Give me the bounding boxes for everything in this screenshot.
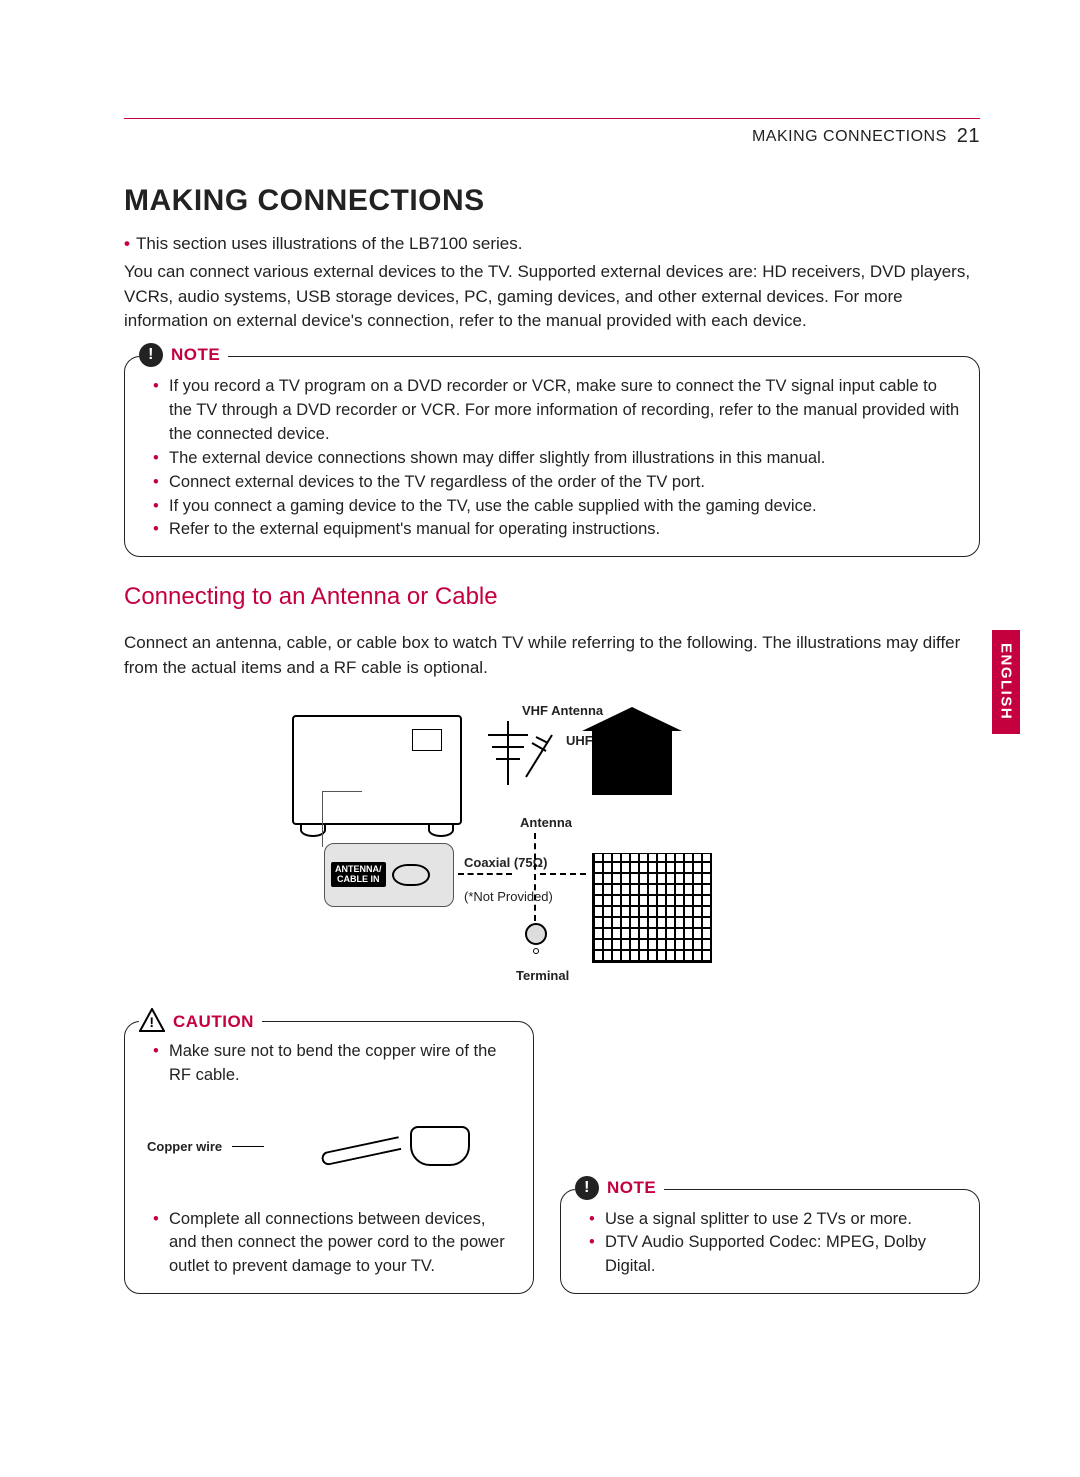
caution-callout: ! CAUTION Make sure not to bend the copp… [124, 1021, 534, 1295]
page-number: 21 [957, 125, 980, 148]
note-item: Connect external devices to the TV regar… [161, 471, 961, 495]
caution-item: Make sure not to bend the copper wire of… [161, 1040, 515, 1088]
dashed-line [540, 873, 586, 875]
note-item: Use a signal splitter to use 2 TVs or mo… [597, 1208, 961, 1232]
info-icon: ! [139, 343, 163, 367]
lower-callouts-row: ! CAUTION Make sure not to bend the copp… [124, 1021, 980, 1321]
copper-wire-label: Copper wire [147, 1139, 222, 1154]
note-title: ! NOTE [575, 1176, 664, 1200]
note-callout-2: ! NOTE Use a signal splitter to use 2 TV… [560, 1189, 980, 1295]
note-callout-1: ! NOTE If you record a TV program on a D… [124, 356, 980, 557]
section-heading: Connecting to an Antenna or Cable [124, 583, 980, 611]
copper-wire-figure: Copper wire [147, 1096, 515, 1198]
callout-lead-line [322, 791, 362, 847]
note-item: If you record a TV program on a DVD reco… [161, 375, 961, 447]
port-plug-icon [392, 864, 430, 886]
tv-back-illustration [292, 715, 462, 825]
antenna-port-callout: ANTENNA/CABLE IN [324, 843, 454, 907]
info-icon: ! [575, 1176, 599, 1200]
note-item: The external device connections shown ma… [161, 447, 961, 471]
antenna-icon [486, 717, 556, 787]
terminal-icon [524, 923, 548, 963]
intro-paragraph: You can connect various external devices… [124, 260, 980, 334]
note-item: DTV Audio Supported Codec: MPEG, Dolby D… [597, 1231, 961, 1279]
note-item: Refer to the external equipment's manual… [161, 518, 961, 542]
running-header: MAKING CONNECTIONS 21 [124, 118, 980, 148]
dashed-line [534, 833, 536, 921]
building-icon [592, 853, 712, 963]
rf-connector-icon [320, 1102, 470, 1188]
page-title: MAKING CONNECTIONS [124, 184, 980, 218]
header-section: MAKING CONNECTIONS [752, 128, 947, 146]
manual-page: MAKING CONNECTIONS 21 MAKING CONNECTIONS… [0, 0, 1080, 1477]
section-paragraph: Connect an antenna, cable, or cable box … [124, 631, 980, 680]
not-provided-label: (*Not Provided) [464, 889, 553, 904]
svg-text:!: ! [149, 1014, 154, 1030]
antenna-label: Antenna [520, 815, 572, 830]
dashed-line [458, 873, 512, 875]
lead-bullet: •This section uses illustrations of the … [124, 234, 980, 254]
house-icon [592, 729, 672, 795]
language-tab: ENGLISH [992, 630, 1020, 734]
warning-icon: ! [139, 1008, 165, 1037]
terminal-label: Terminal [516, 968, 569, 983]
note-title: ! NOTE [139, 343, 228, 367]
port-label: ANTENNA/CABLE IN [331, 862, 386, 887]
connection-diagram: ANTENNA/CABLE IN Coaxial (75Ω) (*Not Pro… [292, 703, 812, 1003]
lead-line [232, 1146, 264, 1147]
note-item: If you connect a gaming device to the TV… [161, 495, 961, 519]
caution-item: Complete all connections between devices… [161, 1208, 515, 1280]
caution-title: ! CAUTION [139, 1008, 262, 1037]
